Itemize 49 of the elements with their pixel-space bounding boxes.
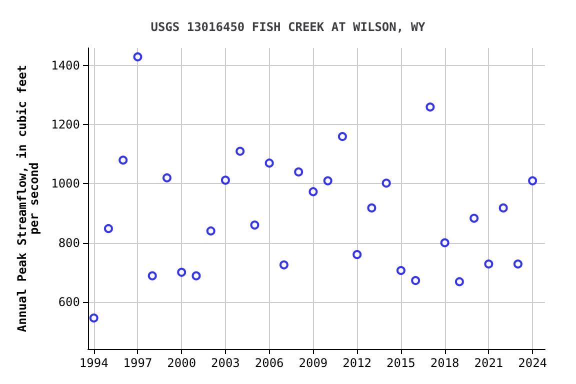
point xyxy=(104,224,113,234)
point xyxy=(250,220,260,230)
point xyxy=(426,102,435,112)
y-tick-label: 1200 xyxy=(51,118,80,132)
point xyxy=(192,271,201,280)
point xyxy=(220,176,230,185)
point xyxy=(382,178,391,188)
y-tick-label: 600 xyxy=(58,294,80,309)
x-tick-label: 2009 xyxy=(298,356,328,370)
x-tick-label: 2000 xyxy=(167,356,196,370)
point xyxy=(294,167,304,176)
point xyxy=(118,156,128,165)
x-tick-label: 1997 xyxy=(123,356,152,370)
point xyxy=(89,314,98,323)
x-tick-label: 1994 xyxy=(79,356,108,370)
chart-title: USGS 13016450 FISH CREEK AT WILSON, WY xyxy=(150,20,426,34)
point xyxy=(264,158,274,168)
point xyxy=(513,260,522,269)
point xyxy=(279,260,288,270)
point xyxy=(338,132,347,142)
x-tick-label: 2024 xyxy=(518,356,548,370)
x-tick-label: 2021 xyxy=(474,356,504,370)
point xyxy=(528,176,538,186)
y-axis-title: Annual Peak Streamflow, in cubic feet per second xyxy=(15,64,41,332)
x-tick-label: 2006 xyxy=(254,356,284,370)
point xyxy=(236,146,245,156)
point xyxy=(440,238,450,248)
x-tick-label: 2018 xyxy=(430,356,460,370)
point xyxy=(133,52,142,62)
point xyxy=(323,176,332,186)
point xyxy=(148,271,157,280)
point xyxy=(177,268,186,277)
point xyxy=(454,277,464,286)
x-tick-label: 2012 xyxy=(342,356,372,370)
point xyxy=(498,203,508,212)
y-tick-label: 800 xyxy=(58,236,80,250)
point xyxy=(484,260,494,269)
y-tick-label: 1000 xyxy=(51,176,80,191)
point xyxy=(352,250,362,260)
point xyxy=(411,276,420,286)
point xyxy=(308,187,318,196)
x-tick-label: 2003 xyxy=(211,356,240,370)
point xyxy=(470,214,479,223)
point xyxy=(367,203,376,212)
y-tick-label: 1400 xyxy=(51,58,80,73)
x-tick-label: 2015 xyxy=(386,356,416,370)
point xyxy=(396,266,406,275)
point xyxy=(206,226,216,236)
point xyxy=(162,173,172,182)
